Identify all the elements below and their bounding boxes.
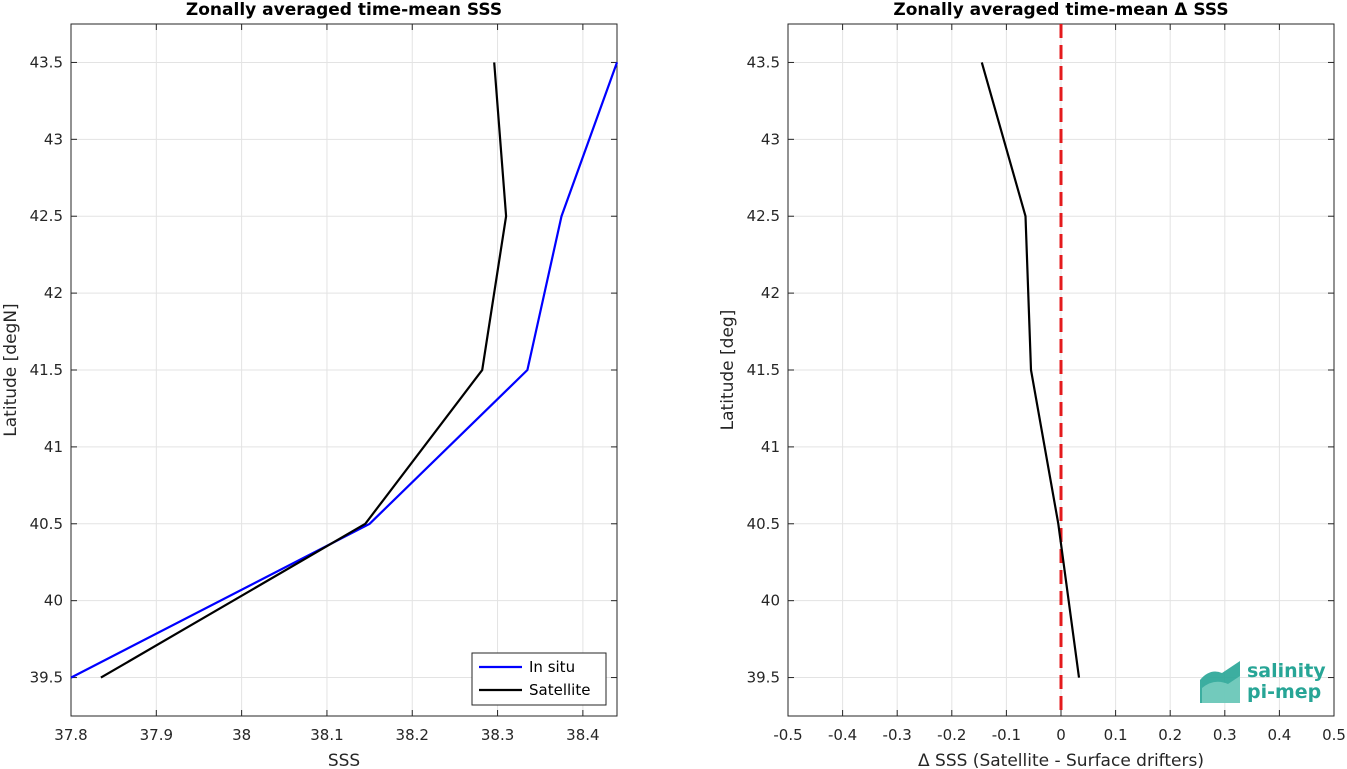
x-tick-label: -0.5 xyxy=(773,726,802,744)
x-tick-label: 0.2 xyxy=(1158,726,1182,744)
delta-sss-series-line xyxy=(980,62,1081,678)
legend-label: In situ xyxy=(529,658,575,676)
y-tick-label: 43 xyxy=(44,130,63,148)
x-axis-label: Δ SSS (Satellite - Surface drifters) xyxy=(918,751,1204,769)
x-tick-label: 38.3 xyxy=(481,726,514,744)
chart-title: Zonally averaged time-mean Δ SSS xyxy=(893,0,1228,20)
logo-line1: salinity xyxy=(1247,660,1326,682)
y-tick-label: 41 xyxy=(44,438,63,456)
y-tick-label: 42 xyxy=(44,284,63,302)
logo-line2: pi-mep xyxy=(1247,681,1321,703)
y-tick-label: 42.5 xyxy=(30,207,63,225)
x-tick-label: 38.2 xyxy=(396,726,429,744)
y-axis-label: Latitude [deg] xyxy=(718,310,738,431)
y-tick-label: 42 xyxy=(761,284,780,302)
y-tick-label: 41.5 xyxy=(747,361,780,379)
y-tick-label: 43.5 xyxy=(747,53,780,71)
y-tick-label: 43 xyxy=(761,130,780,148)
y-tick-label: 43.5 xyxy=(30,53,63,71)
y-tick-label: 39.5 xyxy=(30,669,63,687)
in-situ-series-line xyxy=(70,62,619,679)
sss-panel: 37.8 37.9 38 38.1 38.2 38.3 38.4 39.5 40 40.5 41 41… xyxy=(1,0,619,769)
salinity-pi-mep-logo: salinity pi-mep xyxy=(1200,660,1326,703)
y-axis-label: Latitude [degN] xyxy=(1,303,21,436)
x-axis-label: SSS xyxy=(328,751,360,769)
x-tick-label: 0.4 xyxy=(1267,726,1291,744)
y-tick-label: 41 xyxy=(761,438,780,456)
x-tick-label: 38 xyxy=(232,726,251,744)
y-tick-label: 41.5 xyxy=(30,361,63,379)
x-tick-label: 0 xyxy=(1056,726,1066,744)
y-tick-label: 40.5 xyxy=(30,515,63,533)
x-tick-label: 0.5 xyxy=(1322,726,1346,744)
y-tick-label: 40 xyxy=(44,592,63,610)
y-tick-label: 40 xyxy=(761,592,780,610)
logo-wave-icon-2 xyxy=(1202,676,1240,703)
x-tick-label: 0.3 xyxy=(1213,726,1237,744)
y-tick-label: 42.5 xyxy=(747,207,780,225)
x-tick-label: 37.9 xyxy=(140,726,173,744)
y-tick-label: 39.5 xyxy=(747,669,780,687)
chart-title: Zonally averaged time-mean SSS xyxy=(186,0,502,20)
delta-sss-panel: -0.5 -0.4 -0.3 -0.2 -0.1 0 0.1 0.2 0.3 0.4 0.5 39.5… xyxy=(718,0,1346,769)
legend-box xyxy=(471,652,607,706)
x-tick-label: 38.4 xyxy=(566,726,599,744)
x-tick-label: -0.2 xyxy=(937,726,966,744)
x-tick-label: -0.4 xyxy=(828,726,857,744)
y-tick-label: 40.5 xyxy=(747,515,780,533)
x-tick-label: -0.3 xyxy=(883,726,912,744)
x-tick-label: 37.8 xyxy=(54,726,87,744)
x-tick-label: -0.1 xyxy=(992,726,1021,744)
x-tick-label: 0.1 xyxy=(1104,726,1128,744)
legend-label: Satellite xyxy=(529,681,590,699)
x-tick-label: 38.1 xyxy=(310,726,343,744)
satellite-series-line xyxy=(100,62,508,679)
